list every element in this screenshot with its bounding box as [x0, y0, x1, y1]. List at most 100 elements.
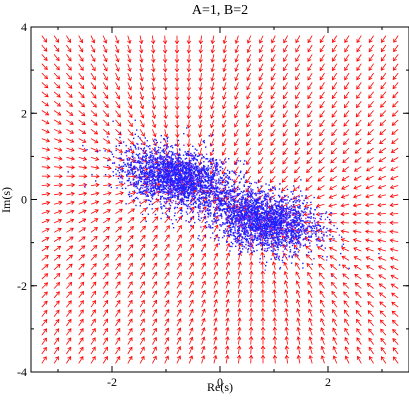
scatter-point: [175, 168, 177, 170]
scatter-point: [159, 168, 161, 170]
scatter-point: [243, 185, 245, 187]
scatter-point: [137, 135, 139, 138]
scatter-point: [219, 193, 221, 195]
scatter-point: [277, 248, 279, 251]
field-arrow: [78, 100, 85, 108]
scatter-point: [281, 191, 283, 193]
scatter-point: [149, 151, 151, 153]
scatter-point: [207, 195, 209, 197]
scatter-point: [170, 189, 172, 192]
scatter-point: [137, 160, 139, 162]
scatter-point: [185, 196, 187, 199]
scatter-point: [153, 169, 156, 171]
field-arrow: [213, 289, 218, 298]
scatter-point: [181, 210, 183, 212]
scatter-point: [218, 214, 220, 217]
scatter-point: [253, 211, 255, 214]
field-arrow: [320, 336, 325, 345]
scatter-point: [278, 224, 280, 226]
scatter-point: [208, 213, 210, 216]
scatter-point: [171, 158, 174, 160]
field-arrow: [102, 318, 109, 327]
scatter-point: [177, 185, 180, 187]
field-arrow: [318, 272, 325, 280]
field-arrow: [378, 265, 387, 271]
scatter-point: [179, 169, 181, 172]
field-arrow: [307, 119, 313, 128]
field-arrow: [356, 328, 362, 336]
field-arrow: [344, 91, 350, 100]
scatter-point: [303, 199, 305, 202]
scatter-point: [202, 207, 205, 210]
field-arrow: [305, 254, 313, 261]
field-arrow: [152, 309, 157, 317]
scatter-point: [316, 240, 318, 242]
scatter-point: [299, 228, 302, 231]
scatter-point: [170, 167, 172, 169]
field-arrow: [41, 273, 49, 280]
field-arrow: [258, 138, 264, 147]
scatter-point: [121, 187, 124, 190]
scatter-point: [258, 196, 261, 198]
scatter-point: [166, 200, 168, 202]
field-arrow: [41, 44, 48, 52]
field-arrow: [78, 300, 84, 308]
scatter-point: [231, 217, 234, 219]
scatter-point: [146, 154, 148, 156]
field-arrow: [162, 73, 168, 82]
scatter-point: [305, 233, 307, 235]
scatter-point: [157, 151, 159, 154]
scatter-point: [378, 252, 380, 255]
scatter-point: [136, 142, 138, 145]
scatter-point: [131, 169, 133, 171]
scatter-point: [174, 189, 176, 192]
field-arrow: [295, 100, 301, 109]
scatter-point: [149, 192, 152, 194]
field-arrow: [176, 215, 183, 224]
scatter-point: [135, 166, 138, 169]
field-arrow: [380, 356, 387, 364]
field-arrow: [78, 110, 86, 117]
scatter-point: [165, 191, 167, 193]
scatter-point: [163, 205, 166, 207]
scatter-point: [297, 217, 299, 219]
field-arrow: [90, 318, 96, 327]
scatter-point: [271, 222, 274, 224]
scatter-point: [175, 200, 177, 203]
scatter-point: [153, 175, 156, 177]
scatter-point: [158, 165, 160, 167]
scatter-point: [122, 170, 124, 172]
scatter-point: [207, 208, 209, 210]
field-arrow: [90, 165, 100, 170]
scatter-point: [165, 165, 167, 168]
scatter-point: [160, 155, 162, 157]
scatter-point: [243, 246, 246, 248]
field-arrow: [284, 354, 290, 364]
scatter-point: [207, 165, 209, 167]
field-arrow: [102, 119, 110, 127]
field-arrow: [282, 166, 288, 174]
scatter-point: [178, 182, 180, 185]
scatter-point: [166, 180, 168, 182]
scatter-point: [292, 230, 295, 232]
scatter-point: [149, 145, 151, 147]
scatter-point: [151, 187, 153, 189]
scatter-point: [183, 179, 185, 182]
scatter-point: [154, 179, 156, 181]
field-arrow: [188, 336, 194, 345]
scatter-point: [178, 170, 180, 172]
scatter-point: [204, 202, 206, 204]
scatter-point: [177, 203, 179, 206]
field-arrow: [281, 185, 288, 192]
scatter-point: [298, 218, 301, 220]
field-arrow: [198, 44, 204, 54]
scatter-point: [231, 208, 233, 210]
scatter-point: [152, 163, 155, 165]
field-arrow: [152, 243, 158, 252]
scatter-point: [272, 238, 274, 240]
scatter-point: [200, 178, 202, 180]
plot-area: [41, 35, 399, 364]
scatter-point: [193, 199, 195, 201]
field-arrow: [201, 271, 206, 280]
field-arrow: [152, 216, 159, 224]
